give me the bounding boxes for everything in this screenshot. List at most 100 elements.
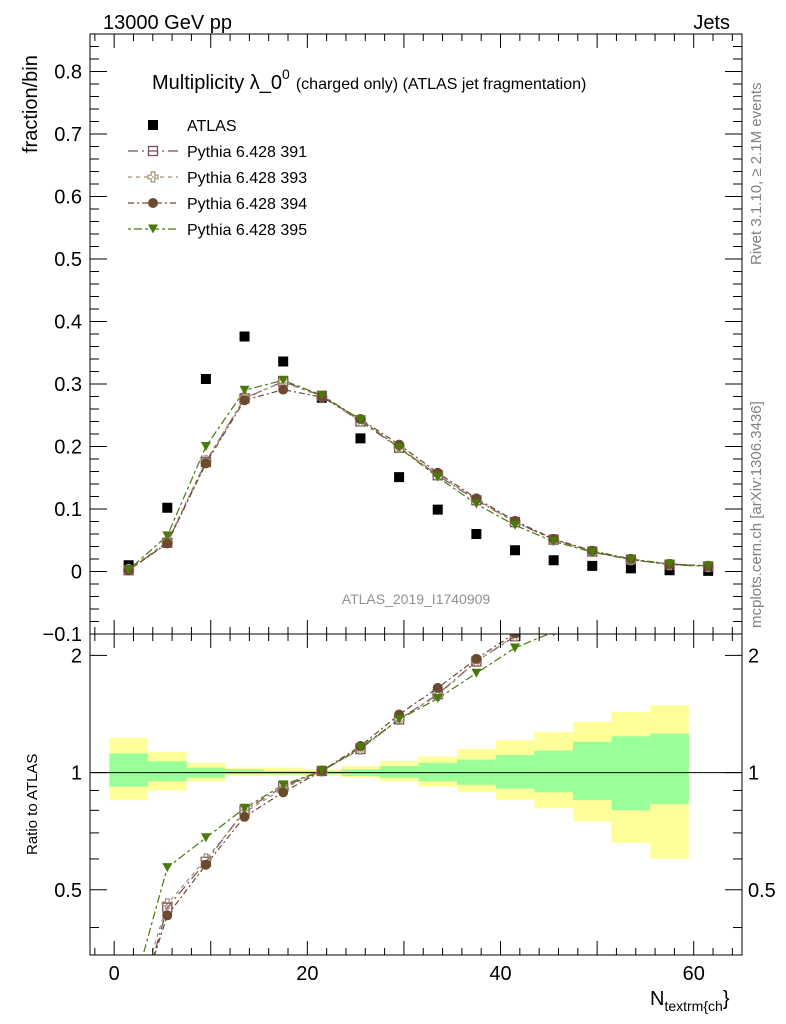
ratio-data-point (200, 833, 211, 843)
data-point (162, 531, 173, 541)
main-y-tick-label: 0.2 (54, 437, 82, 459)
inner-band (534, 750, 573, 793)
ratio-data-point (162, 863, 173, 873)
data-point (316, 390, 327, 400)
ratio-data-point (432, 682, 443, 693)
legend-marker (148, 120, 158, 130)
ratio-y-tick-label-left: 0.5 (54, 880, 82, 902)
data-point (510, 545, 521, 556)
legend-marker (147, 171, 159, 183)
inner-band (225, 769, 264, 775)
ratio-data-point (316, 766, 327, 776)
ratio-data-point (587, 607, 597, 616)
chart-title-superscript: 0 (282, 66, 290, 82)
legend-marker (148, 224, 158, 234)
x-tick-label: 60 (683, 963, 705, 985)
data-point (587, 547, 598, 557)
ratio-data-point (665, 547, 675, 556)
ratio-data-point (549, 613, 559, 623)
ratio-panel: 0.5 0.5 1 1 2 2 0 20 40 60 Ratio to ATLAS Ntextr… (24, 492, 776, 1014)
x-axis-label-subscript: textrm{ch (664, 998, 722, 1014)
inner-band (572, 741, 612, 801)
data-point (394, 443, 405, 453)
main-axis-ticks (90, 34, 742, 635)
ratio-y-tick-label-right: 1 (748, 763, 759, 785)
main-y-tick-label: 0.3 (54, 374, 82, 396)
ratio-axis-ticks (90, 634, 742, 955)
main-panel: −0.1 0 0.1 0.2 0.3 0.4 0.5 0.6 0.7 0.8 fraction/b… (20, 33, 743, 646)
data-point (471, 529, 482, 539)
x-axis-label-close: } (723, 988, 730, 1010)
inner-band (650, 733, 689, 805)
main-y-tick-label: −0.1 (43, 624, 82, 646)
ratio-data-point (588, 594, 597, 603)
data-point (664, 559, 675, 569)
x-tick-label: 0 (109, 963, 120, 985)
main-y-tick-label: 0.4 (54, 312, 82, 334)
ratio-data-point (432, 689, 444, 701)
ratio-data-point (703, 495, 713, 505)
ratio-data-point (471, 653, 482, 664)
main-y-tick-label: 0.5 (54, 249, 82, 271)
ratio-data-point (549, 609, 559, 619)
data-point (625, 563, 636, 574)
main-y-tick-label: 0.6 (54, 187, 82, 209)
ratio-data-point (394, 714, 405, 724)
chart-title-main: Multiplicity λ_0 (152, 72, 282, 94)
data-point (548, 537, 559, 546)
process-label: Jets (693, 12, 730, 34)
ratio-data-point (162, 910, 173, 921)
ratio-series-group (124, 492, 713, 1011)
ratio-data-point (510, 643, 521, 653)
main-y-tick-label: 0.8 (54, 62, 82, 84)
data-point (162, 502, 173, 513)
main-y-tick-label: 0.7 (54, 124, 82, 146)
data-point (278, 375, 289, 385)
rivet-version-label: Rivet 3.1.10, ≥ 2.1M events (748, 83, 765, 266)
data-point (200, 374, 211, 384)
chart-title: Multiplicity λ_00 (charged only) (ATLAS j… (152, 66, 586, 94)
ratio-y-tick-label-right: 2 (748, 645, 759, 667)
legend-label: Pythia 6.428 395 (187, 222, 307, 239)
ratio-y-tick-label-left: 2 (71, 645, 82, 667)
data-point (510, 520, 521, 530)
data-point (432, 472, 443, 482)
x-axis-label-main: N (650, 988, 664, 1010)
ratio-data-point (278, 780, 289, 790)
ratio-panel-frame (89, 633, 743, 956)
data-point (239, 331, 250, 342)
ratio-data-point (665, 533, 675, 543)
legend-label: Pythia 6.428 391 (187, 144, 307, 161)
ratio-series-line (142, 634, 550, 955)
legend-label: ATLAS (187, 118, 237, 135)
inner-band (109, 753, 148, 787)
ratio-y-tick-labels: 0.5 0.5 1 1 2 2 (54, 645, 776, 901)
main-y-tick-label: 0 (71, 562, 82, 584)
data-point (664, 565, 675, 576)
ratio-data-point (703, 492, 713, 502)
ratio-data-point (200, 859, 211, 870)
data-point (123, 565, 134, 575)
data-point (548, 555, 559, 566)
ratio-data-point (509, 634, 521, 642)
mcplots-label: mcplots.cern.ch [arXiv:1306.3436] (748, 401, 765, 628)
inner-band (147, 761, 187, 782)
data-point (394, 472, 405, 483)
ratio-data-point (239, 811, 250, 822)
series-line (128, 381, 709, 571)
ratio-y-tick-label-left: 1 (71, 763, 82, 785)
chart-title-rest: (charged only) (ATLAS jet fragmentation) (296, 76, 587, 93)
ratio-data-point (355, 743, 366, 753)
main-y-axis-label: fraction/bin (20, 55, 42, 153)
data-point (587, 560, 598, 571)
data-point (703, 561, 714, 571)
data-point (200, 458, 211, 469)
data-point (200, 442, 211, 451)
ratio-data-point (510, 634, 520, 639)
series-line (128, 380, 709, 571)
series-line (128, 379, 709, 571)
series-line (128, 389, 709, 571)
ratio-data-point (161, 898, 173, 910)
ratio-data-point (124, 1002, 134, 1011)
data-point (355, 433, 366, 444)
